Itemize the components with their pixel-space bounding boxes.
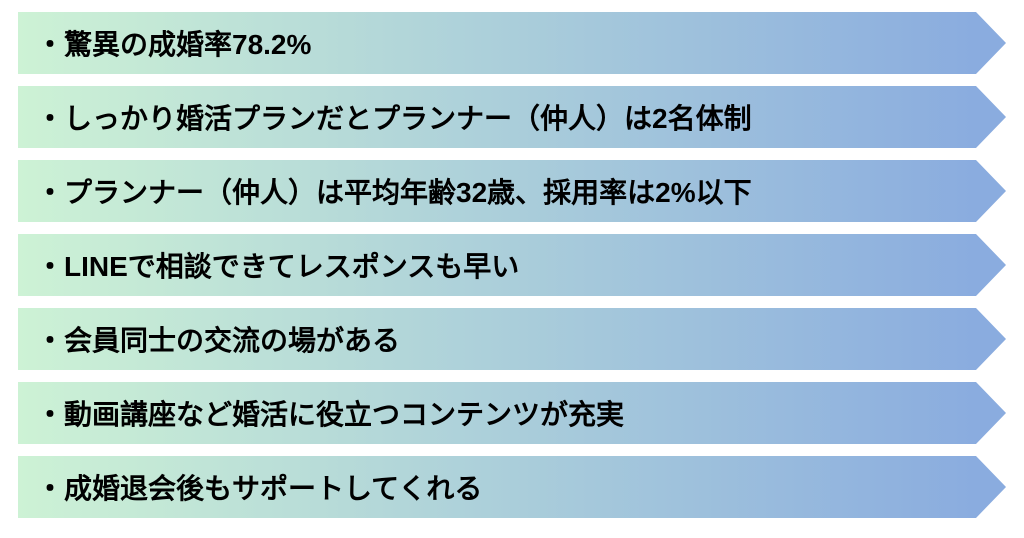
arrow-text: ・LINEで相談できてレスポンスも早い xyxy=(36,245,519,285)
arrow-item: ・動画講座など婚活に役立つコンテンツが充実 xyxy=(18,382,1006,444)
arrow-body: ・成婚退会後もサポートしてくれる xyxy=(18,456,976,518)
arrow-head-icon xyxy=(976,86,1006,148)
arrow-item: ・驚異の成婚率78.2% xyxy=(18,12,1006,74)
arrow-body: ・驚異の成婚率78.2% xyxy=(18,12,976,74)
arrow-text: ・しっかり婚活プランだとプランナー（仲人）は2名体制 xyxy=(36,97,752,137)
arrow-item: ・プランナー（仲人）は平均年齢32歳、採用率は2%以下 xyxy=(18,160,1006,222)
arrow-text: ・成婚退会後もサポートしてくれる xyxy=(36,467,482,507)
arrow-text: ・会員同士の交流の場がある xyxy=(36,319,400,359)
arrow-head-icon xyxy=(976,456,1006,518)
arrow-body: ・プランナー（仲人）は平均年齢32歳、採用率は2%以下 xyxy=(18,160,976,222)
arrow-text: ・プランナー（仲人）は平均年齢32歳、採用率は2%以下 xyxy=(36,171,752,211)
arrow-body: ・会員同士の交流の場がある xyxy=(18,308,976,370)
arrow-body: ・動画講座など婚活に役立つコンテンツが充実 xyxy=(18,382,976,444)
arrow-body: ・LINEで相談できてレスポンスも早い xyxy=(18,234,976,296)
arrow-item: ・しっかり婚活プランだとプランナー（仲人）は2名体制 xyxy=(18,86,1006,148)
arrow-list: ・驚異の成婚率78.2% ・しっかり婚活プランだとプランナー（仲人）は2名体制 … xyxy=(18,12,1006,518)
arrow-head-icon xyxy=(976,12,1006,74)
arrow-head-icon xyxy=(976,382,1006,444)
arrow-head-icon xyxy=(976,160,1006,222)
arrow-item: ・成婚退会後もサポートしてくれる xyxy=(18,456,1006,518)
arrow-head-icon xyxy=(976,234,1006,296)
arrow-body: ・しっかり婚活プランだとプランナー（仲人）は2名体制 xyxy=(18,86,976,148)
arrow-item: ・会員同士の交流の場がある xyxy=(18,308,1006,370)
arrow-text: ・驚異の成婚率78.2% xyxy=(36,23,311,63)
arrow-head-icon xyxy=(976,308,1006,370)
arrow-text: ・動画講座など婚活に役立つコンテンツが充実 xyxy=(36,393,624,433)
arrow-item: ・LINEで相談できてレスポンスも早い xyxy=(18,234,1006,296)
